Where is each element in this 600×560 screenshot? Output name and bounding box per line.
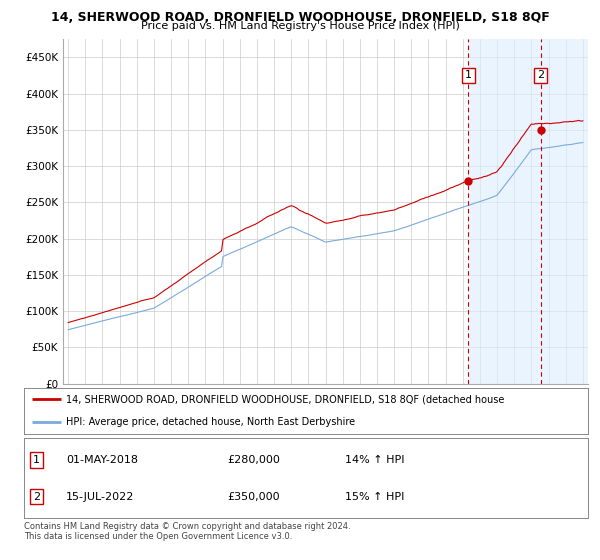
Text: £280,000: £280,000 bbox=[227, 455, 280, 465]
Text: 15-JUL-2022: 15-JUL-2022 bbox=[66, 492, 134, 502]
Text: HPI: Average price, detached house, North East Derbyshire: HPI: Average price, detached house, Nort… bbox=[66, 417, 355, 427]
Text: 1: 1 bbox=[33, 455, 40, 465]
Text: Price paid vs. HM Land Registry's House Price Index (HPI): Price paid vs. HM Land Registry's House … bbox=[140, 21, 460, 31]
Text: 1: 1 bbox=[465, 71, 472, 81]
Text: 01-MAY-2018: 01-MAY-2018 bbox=[66, 455, 139, 465]
Text: 15% ↑ HPI: 15% ↑ HPI bbox=[346, 492, 405, 502]
Text: £350,000: £350,000 bbox=[227, 492, 280, 502]
Bar bbox=[469, 39, 588, 384]
Text: 14% ↑ HPI: 14% ↑ HPI bbox=[346, 455, 405, 465]
Text: 2: 2 bbox=[33, 492, 40, 502]
Text: 14, SHERWOOD ROAD, DRONFIELD WOODHOUSE, DRONFIELD, S18 8QF: 14, SHERWOOD ROAD, DRONFIELD WOODHOUSE, … bbox=[50, 11, 550, 24]
Text: 2: 2 bbox=[537, 71, 544, 81]
Text: Contains HM Land Registry data © Crown copyright and database right 2024.: Contains HM Land Registry data © Crown c… bbox=[24, 522, 350, 531]
Text: 14, SHERWOOD ROAD, DRONFIELD WOODHOUSE, DRONFIELD, S18 8QF (detached house: 14, SHERWOOD ROAD, DRONFIELD WOODHOUSE, … bbox=[66, 394, 505, 404]
Text: This data is licensed under the Open Government Licence v3.0.: This data is licensed under the Open Gov… bbox=[24, 532, 292, 541]
